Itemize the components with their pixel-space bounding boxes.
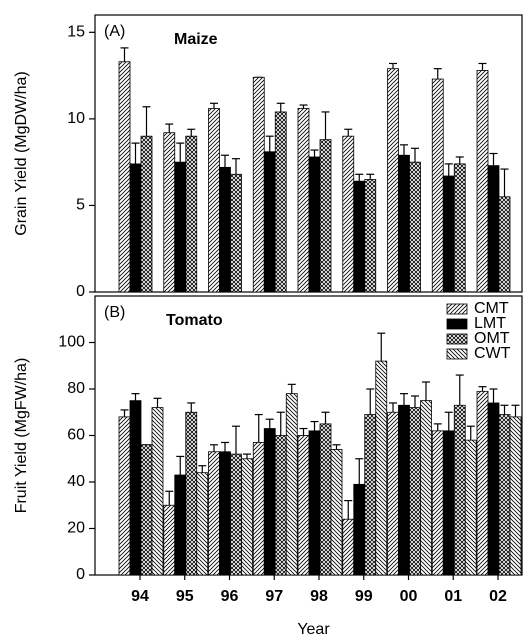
y-axis-label: Grain Yield (MgDW/ha) <box>13 71 30 236</box>
bar <box>442 430 455 576</box>
bar <box>431 78 444 293</box>
bar <box>196 472 209 576</box>
bar <box>230 173 242 293</box>
bar <box>487 402 500 576</box>
bar <box>420 400 432 576</box>
bar <box>387 411 399 576</box>
bar <box>174 161 187 293</box>
bar <box>476 390 489 576</box>
x-tick-label: 95 <box>176 588 194 605</box>
bar <box>308 430 321 576</box>
bar <box>118 61 131 293</box>
y-tick-label: 60 <box>67 427 85 444</box>
bar <box>409 407 421 576</box>
legend-swatch <box>446 303 468 315</box>
bar <box>364 414 377 576</box>
bar <box>185 411 198 576</box>
bar <box>118 416 131 576</box>
y-tick-label: 80 <box>67 380 85 397</box>
bar <box>409 161 421 293</box>
bar <box>442 175 455 293</box>
bar <box>140 135 153 293</box>
x-tick-label: 02 <box>489 588 507 605</box>
panel-title: Tomato <box>166 312 223 329</box>
legend-swatch <box>446 348 468 360</box>
bar <box>375 360 388 576</box>
bar <box>297 435 310 576</box>
y-tick-label: 10 <box>67 110 85 127</box>
legend-label: CMT <box>474 300 509 317</box>
bar <box>453 404 466 576</box>
bar <box>140 444 153 576</box>
bar <box>241 458 253 576</box>
y-tick-label: 0 <box>76 283 85 300</box>
bar <box>285 393 298 576</box>
bar <box>252 76 265 293</box>
bar <box>263 151 276 293</box>
x-tick-label: 01 <box>444 588 462 605</box>
bar <box>208 451 220 576</box>
bar <box>353 483 366 576</box>
bar <box>274 435 287 576</box>
legend-label: OMT <box>474 330 510 347</box>
x-tick-label: 97 <box>265 588 283 605</box>
bar <box>219 451 231 576</box>
bar <box>342 518 355 576</box>
bar <box>509 416 522 576</box>
bar <box>219 166 231 293</box>
bar <box>308 156 321 293</box>
bar <box>487 165 500 293</box>
panel-label: (B) <box>104 304 125 321</box>
x-tick-label: 99 <box>355 588 373 605</box>
bar <box>230 453 242 576</box>
bar <box>151 407 164 576</box>
bar <box>476 70 489 293</box>
y-tick-label: 100 <box>58 334 85 351</box>
bar <box>319 423 332 576</box>
bar <box>208 108 220 293</box>
legend-swatch <box>446 318 468 330</box>
bar <box>431 430 444 576</box>
panel-title: Maize <box>174 31 218 48</box>
y-tick-label: 5 <box>76 197 85 214</box>
bar <box>163 132 176 293</box>
bar <box>364 179 377 293</box>
y-tick-label: 40 <box>67 473 85 490</box>
bar <box>263 428 276 576</box>
bar <box>163 504 176 576</box>
bar <box>464 439 477 576</box>
x-axis-label: Year <box>297 621 330 638</box>
bar <box>129 400 142 576</box>
x-tick-label: 98 <box>310 588 328 605</box>
bar <box>387 68 399 293</box>
bar <box>297 108 310 293</box>
bar <box>129 163 142 293</box>
y-tick-label: 15 <box>67 24 85 41</box>
bar <box>353 180 366 293</box>
bar <box>398 404 410 576</box>
legend-label: LMT <box>474 315 506 332</box>
bar <box>342 135 355 293</box>
legend-swatch <box>446 333 468 345</box>
y-tick-label: 0 <box>76 566 85 583</box>
y-axis-label: Fruit Yield (MgFW/ha) <box>13 358 30 514</box>
bar <box>330 449 343 576</box>
bar <box>453 163 466 293</box>
x-tick-label: 94 <box>131 588 149 605</box>
bar <box>319 139 332 293</box>
bar <box>398 154 410 293</box>
panel-label: (A) <box>104 23 125 40</box>
x-tick-label: 00 <box>400 588 418 605</box>
bar <box>498 414 511 576</box>
bar <box>274 111 287 293</box>
x-tick-label: 96 <box>221 588 239 605</box>
bar <box>252 442 265 576</box>
bar <box>174 474 187 576</box>
legend-label: CWT <box>474 345 511 362</box>
bar <box>498 196 511 293</box>
bar <box>185 135 198 293</box>
y-tick-label: 20 <box>67 520 85 537</box>
